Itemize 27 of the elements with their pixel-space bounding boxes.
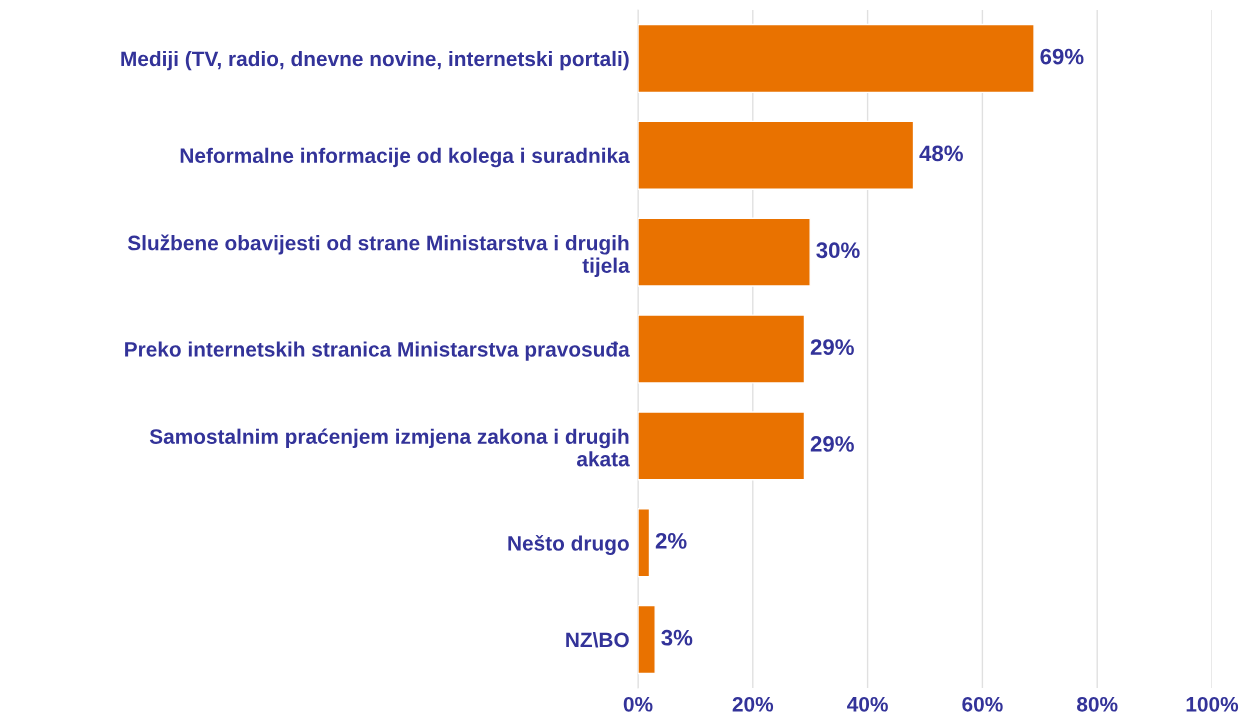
x-tick-label: 20% xyxy=(732,696,774,712)
x-tick-label: 60% xyxy=(962,696,1003,712)
data-label: 3% xyxy=(661,629,693,646)
bar xyxy=(638,23,1035,94)
y-tick-label: Nešto drugo xyxy=(508,534,629,555)
data-label: 48% xyxy=(919,145,963,162)
data-label: 69% xyxy=(1040,48,1084,65)
bar xyxy=(638,508,651,578)
data-label: 30% xyxy=(816,242,860,259)
bar xyxy=(638,217,811,287)
x-tick-label: 100% xyxy=(1186,696,1239,712)
bar xyxy=(638,314,806,384)
y-tick-label: Samostalnim praćenjem izmjena zakona i drugih akata xyxy=(149,428,630,467)
x-tick-label: 0% xyxy=(623,696,653,712)
x-tick-label: 80% xyxy=(1077,696,1118,712)
y-tick-label: Mediji (TV, radio, dnevne novine, internetski portali) xyxy=(121,50,629,71)
x-tick-label: 40% xyxy=(847,696,888,712)
data-label: 2% xyxy=(655,532,687,549)
y-tick-label: NZ\BO xyxy=(566,632,629,648)
bar xyxy=(638,411,806,481)
data-label: 29% xyxy=(810,436,854,452)
bar xyxy=(638,604,656,675)
bar xyxy=(638,120,915,190)
y-tick-label: Preko internetskih stranica Ministarstva pravosuđa xyxy=(125,341,630,361)
y-tick-label: Neformalne informacije od kolega i suradnika xyxy=(180,147,630,168)
y-tick-label: Službene obavijesti od strane Ministarstva i drugih tijela xyxy=(127,234,630,278)
data-label: 29% xyxy=(810,339,854,355)
